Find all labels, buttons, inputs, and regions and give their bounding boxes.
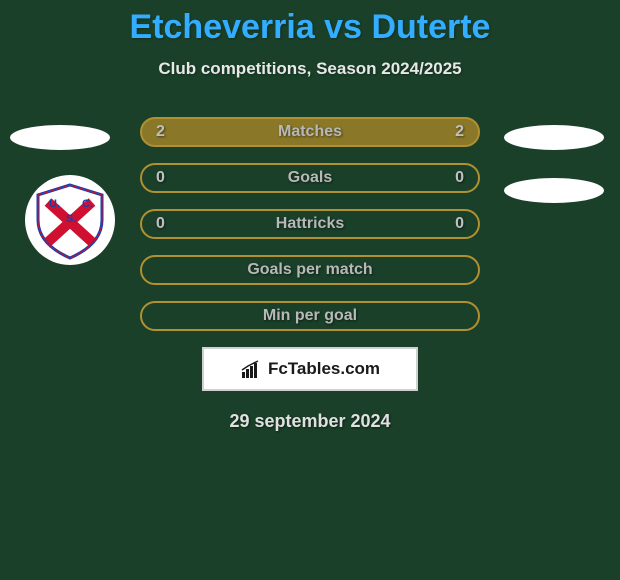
stat-label: Hattricks <box>276 215 344 233</box>
stat-right-value: 2 <box>434 123 464 141</box>
date-label: 29 september 2024 <box>0 411 620 432</box>
stat-left-value: 2 <box>156 123 186 141</box>
page-title: Etcheverria vs Duterte <box>0 0 620 47</box>
stat-right-value: 0 <box>434 215 464 233</box>
chart-icon <box>240 358 262 380</box>
stat-left-value: 0 <box>156 169 186 187</box>
page-subtitle: Club competitions, Season 2024/2025 <box>0 59 620 79</box>
stat-row-hattricks: 0 Hattricks 0 <box>140 209 480 239</box>
brand-label: FcTables.com <box>268 359 380 379</box>
stat-label: Matches <box>278 123 342 141</box>
stat-label: Goals per match <box>247 261 372 279</box>
stat-row-goals: 0 Goals 0 <box>140 163 480 193</box>
stat-label: Min per goal <box>263 307 357 325</box>
stat-row-matches: 2 Matches 2 <box>140 117 480 147</box>
brand-box: FcTables.com <box>202 347 418 391</box>
stat-row-min-per-goal: Min per goal <box>140 301 480 331</box>
stat-row-goals-per-match: Goals per match <box>140 255 480 285</box>
stat-label: Goals <box>288 169 332 187</box>
stats-table: 2 Matches 2 0 Goals 0 0 Hattricks 0 Goal… <box>0 117 620 331</box>
stat-right-value: 0 <box>434 169 464 187</box>
stat-left-value: 0 <box>156 215 186 233</box>
